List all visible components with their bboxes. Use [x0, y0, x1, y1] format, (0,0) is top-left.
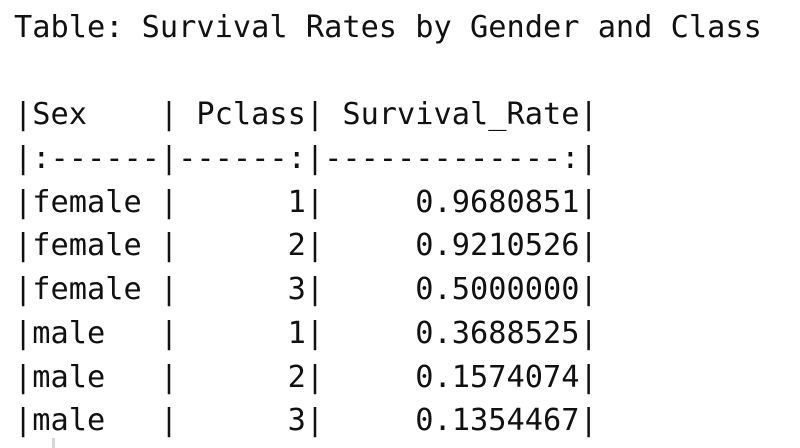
- table-row: |male | 1| 0.3688525|: [14, 315, 598, 351]
- markdown-document: Table: Survival Rates by Gender and Clas…: [14, 6, 794, 443]
- table-row: |female | 3| 0.5000000|: [14, 272, 598, 308]
- table-title: Table: Survival Rates by Gender and Clas…: [14, 10, 762, 45]
- table-row: |male | 2| 0.1574074|: [14, 359, 598, 395]
- table-row: |male | 3| 0.1354467|: [14, 403, 598, 439]
- blank-line: [14, 50, 794, 94]
- table-header-row: |Sex | Pclass| Survival_Rate|: [14, 97, 598, 133]
- table-row: |female | 1| 0.9680851|: [14, 184, 598, 220]
- table-separator-row: |:------|------:|-------------:|: [14, 141, 598, 177]
- text-cursor-mark: [52, 438, 55, 448]
- table-row: |female | 2| 0.9210526|: [14, 228, 598, 264]
